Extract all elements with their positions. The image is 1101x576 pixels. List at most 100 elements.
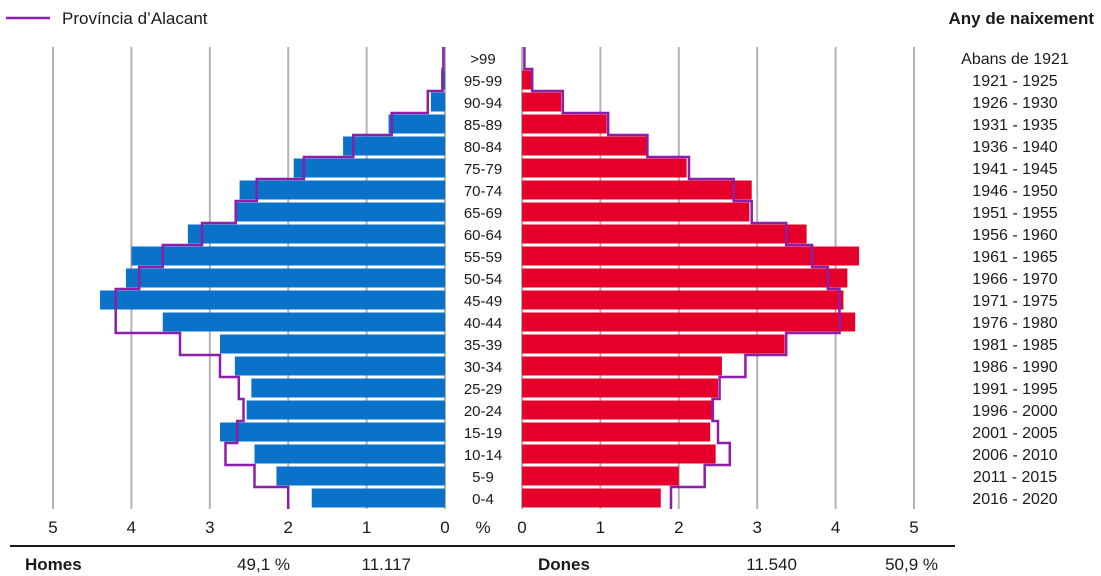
women-bar — [522, 158, 687, 178]
men-label: Homes — [25, 555, 82, 574]
birth-year-label: 1936 - 1940 — [972, 139, 1058, 156]
women-bar — [522, 268, 848, 288]
birth-year-label: 1961 - 1965 — [972, 249, 1058, 266]
women-bars — [522, 70, 860, 508]
women-bar — [522, 444, 716, 464]
women-province-outline — [523, 47, 841, 509]
birth-year-label: 2001 - 2005 — [972, 425, 1058, 442]
x-tick-label: 4 — [127, 518, 136, 537]
age-group-label: 70-74 — [464, 183, 502, 200]
men-bars — [100, 70, 446, 508]
age-group-label: 40-44 — [464, 315, 502, 332]
men-bar — [100, 290, 445, 310]
birth-year-label: 1926 - 1930 — [972, 95, 1058, 112]
men-bar — [246, 400, 445, 420]
age-group-label: 50-54 — [464, 271, 502, 288]
x-tick-label: 1 — [362, 518, 371, 537]
women-label: Dones — [538, 555, 590, 574]
men-bar — [239, 180, 445, 200]
x-tick-label: 1 — [596, 518, 605, 537]
age-group-label: 60-64 — [464, 227, 502, 244]
percent-symbol: % — [475, 518, 490, 537]
birth-year-label: 1981 - 1985 — [972, 337, 1058, 354]
women-bar — [522, 224, 807, 244]
women-bar — [522, 136, 648, 156]
men-percent: 49,1 % — [237, 555, 290, 574]
women-bar — [522, 400, 715, 420]
x-tick-label: 2 — [674, 518, 683, 537]
women-bar — [522, 202, 750, 222]
men-count: 11.117 — [362, 555, 411, 574]
women-bar — [522, 466, 679, 486]
women-count: 11.540 — [746, 555, 797, 574]
province-outlines — [114, 47, 841, 509]
women-bar — [522, 356, 722, 376]
birth-year-label: Abans de 1921 — [961, 51, 1069, 68]
age-group-label: 35-39 — [464, 337, 502, 354]
birth-year-label: 1951 - 1955 — [972, 205, 1058, 222]
birth-year-label: 1971 - 1975 — [972, 293, 1058, 310]
men-bar — [293, 158, 445, 178]
x-tick-label: 4 — [831, 518, 840, 537]
birth-year-label: 1966 - 1970 — [972, 271, 1058, 288]
age-group-label: 55-59 — [464, 249, 502, 266]
men-bar — [388, 114, 445, 134]
birth-year-label: 2011 - 2015 — [973, 469, 1057, 486]
age-group-label: 80-84 — [464, 139, 502, 156]
men-bar — [235, 202, 445, 222]
birth-year-label: 1986 - 1990 — [972, 359, 1058, 376]
x-tick-label: 0 — [440, 518, 449, 537]
men-bar — [162, 312, 445, 332]
women-bar — [522, 70, 532, 90]
age-group-label: 10-14 — [464, 447, 502, 464]
legend-label: Província d’Alacant — [62, 9, 208, 28]
men-province-outline — [114, 47, 445, 509]
x-axis-ticks: 5 4 3 2 1 0 0 1 2 3 4 5 — [48, 518, 918, 537]
women-bar — [522, 92, 562, 112]
men-bar — [343, 136, 445, 156]
women-percent: 50,9 % — [885, 555, 938, 574]
age-group-label: >99 — [470, 51, 495, 68]
men-bar — [219, 422, 445, 442]
birth-year-label: 1996 - 2000 — [972, 403, 1058, 420]
age-group-label: 45-49 — [464, 293, 502, 310]
x-tick-label: 0 — [517, 518, 526, 537]
men-bar — [276, 466, 445, 486]
birth-year-label: 1931 - 1935 — [972, 117, 1058, 134]
women-bar — [522, 378, 718, 398]
birth-year-label: 2006 - 2010 — [972, 447, 1058, 464]
age-group-label: 0-4 — [472, 491, 494, 508]
birth-year-label: 1956 - 1960 — [972, 227, 1058, 244]
age-group-label: 20-24 — [464, 403, 502, 420]
birth-year-label: 1941 - 1945 — [972, 161, 1058, 178]
women-bar — [522, 180, 752, 200]
men-bar — [251, 378, 445, 398]
age-group-label: 85-89 — [464, 117, 502, 134]
men-bar — [131, 246, 445, 266]
age-group-label: 95-99 — [464, 73, 502, 90]
x-tick-label: 5 — [48, 518, 57, 537]
age-group-label: 25-29 — [464, 381, 502, 398]
women-bar — [522, 290, 844, 310]
birth-year-label: 1946 - 1950 — [972, 183, 1058, 200]
age-group-label: 90-94 — [464, 95, 502, 112]
x-tick-label: 3 — [752, 518, 761, 537]
women-bar — [522, 334, 785, 354]
men-bar — [430, 92, 445, 112]
birth-year-label: 1976 - 1980 — [972, 315, 1058, 332]
x-tick-label: 5 — [909, 518, 918, 537]
women-bar — [522, 246, 860, 266]
x-tick-label: 2 — [283, 518, 292, 537]
age-group-label: 75-79 — [464, 161, 502, 178]
age-group-labels: >99 95-99 90-94 85-89 80-84 75-79 70-74 65-69 60… — [464, 51, 502, 508]
women-bar — [522, 488, 661, 508]
men-bar — [234, 356, 445, 376]
x-tick-label: 3 — [205, 518, 214, 537]
birth-year-label: 1991 - 1995 — [972, 381, 1058, 398]
men-bar — [311, 488, 445, 508]
men-bar — [187, 224, 445, 244]
birth-year-label: 1921 - 1925 — [972, 73, 1058, 90]
birth-year-header: Any de naixement — [949, 9, 1095, 28]
age-group-label: 15-19 — [464, 425, 502, 442]
